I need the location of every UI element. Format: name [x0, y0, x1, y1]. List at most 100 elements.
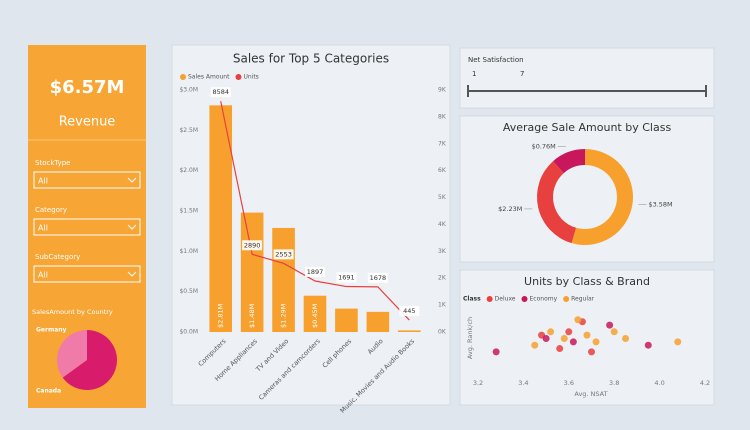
point [606, 321, 614, 329]
point [674, 338, 682, 346]
chart-title: SalesAmount by Country [32, 308, 113, 316]
chevron [127, 224, 137, 230]
data-label: 1678 [370, 274, 387, 282]
point [610, 328, 618, 336]
y-tick-label: $2.0M [179, 167, 198, 174]
y2-tick-label: 9K [438, 87, 447, 94]
x-tick-label: 4.2 [700, 379, 710, 387]
data-label-bg [399, 306, 420, 317]
y-axis-label: Avg. Rank/ch [466, 317, 474, 359]
donut-slice [553, 149, 585, 174]
y2-tick-label: 1K [438, 302, 447, 309]
legend-marker [235, 74, 242, 80]
slicer-min: 1 [472, 70, 476, 78]
data-label: $3.58M [648, 201, 672, 209]
x-tick-label: 3.8 [609, 379, 619, 387]
chart-title: Sales for Top 5 Categories [233, 52, 389, 66]
pie-slice [57, 330, 87, 378]
data-label: Germany [36, 327, 67, 334]
slicer-title: Net Satisfaction [468, 56, 524, 64]
legend-label: Units [243, 74, 258, 81]
point [542, 335, 550, 342]
dropdown-value: All [38, 177, 48, 186]
legend-label: Deluxe [495, 296, 516, 303]
y-tick-label: $0.5M [179, 288, 198, 295]
y2-tick-label: 3K [438, 248, 447, 255]
legend-marker [486, 296, 493, 302]
y2-tick-label: 7K [438, 140, 447, 147]
kpi-label: Revenue [59, 115, 116, 130]
data-label: $0.76M [532, 143, 556, 151]
data-label-bg [305, 266, 325, 277]
filter-label: SubCategory [35, 253, 80, 261]
legend-label: Regular [571, 296, 595, 303]
y-tick-label: $1.0M [179, 248, 198, 255]
data-label: 445 [403, 307, 415, 315]
data-label: $1.29M [280, 304, 288, 328]
data-label: $1.48M [248, 304, 256, 328]
legend-marker [180, 74, 186, 80]
chart-title: Units by Class & Brand [524, 275, 650, 288]
data-label-bg [273, 249, 294, 260]
data-label: Canada [36, 388, 61, 395]
kpi-value: $6.57M [50, 77, 125, 98]
point [574, 316, 582, 324]
bar [397, 330, 421, 332]
data-label-bg [336, 272, 357, 283]
chevron [127, 271, 137, 277]
y2-tick-label: 8K [438, 113, 447, 120]
legend-marker [563, 296, 570, 302]
y-tick-label: $0.0M [179, 329, 198, 336]
filter-label: Category [35, 206, 67, 214]
dropdown[interactable] [33, 218, 141, 236]
y2-tick-label: 5K [438, 194, 447, 201]
dropdown-value: All [38, 224, 48, 233]
data-label: 2553 [275, 250, 292, 258]
point [565, 328, 573, 336]
bar [303, 295, 327, 332]
point [492, 348, 500, 356]
legend-label: Economy [530, 296, 558, 303]
point [583, 331, 591, 339]
point [556, 345, 564, 353]
data-label: $0.45M [311, 304, 319, 328]
x-tick-label: 4.0 [654, 379, 664, 387]
legend-title: Class [463, 296, 481, 303]
line [220, 101, 410, 321]
bar [209, 105, 233, 333]
data-label: 1897 [307, 268, 324, 276]
y2-tick-label: 6K [438, 167, 447, 174]
slicer-panel [459, 47, 715, 109]
point [644, 341, 652, 349]
y-tick-label: $3.0M [179, 87, 198, 94]
dropdown[interactable] [33, 265, 141, 283]
data-label: $2.81M [217, 304, 225, 328]
dropdown[interactable] [33, 171, 141, 189]
chart-title: Average Sale Amount by Class [503, 121, 672, 134]
data-label: 8584 [212, 88, 229, 96]
data-label: 2890 [244, 241, 261, 249]
pie-slice [62, 330, 118, 391]
y2-tick-label: 2K [438, 275, 447, 282]
x-tick-label: 3.6 [564, 379, 574, 387]
donut-slice [536, 161, 577, 244]
point [560, 335, 568, 342]
donut-slice [571, 149, 633, 245]
point [531, 341, 539, 349]
data-label-bg [210, 87, 231, 98]
data-label: $2.23M [498, 205, 522, 213]
y2-tick-label: 4K [438, 221, 447, 228]
x-tick-label: 3.4 [518, 379, 528, 387]
y-tick-label: $1.5M [179, 208, 198, 215]
data-label-bg [367, 272, 388, 283]
data-label: 1691 [338, 274, 355, 282]
point [547, 328, 555, 336]
legend-label: Sales Amount [188, 74, 230, 81]
point [592, 338, 600, 346]
bar [366, 311, 390, 332]
bar [335, 308, 358, 332]
filter-label: StockType [35, 159, 70, 167]
slicer-max: 7 [520, 70, 524, 78]
y-tick-label: $2.5M [179, 127, 198, 134]
